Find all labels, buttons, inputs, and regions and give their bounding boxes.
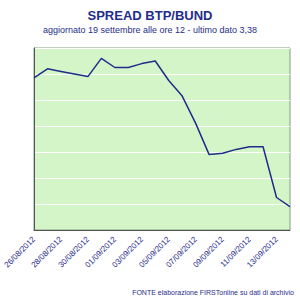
svg-text:11/09/2012: 11/09/2012 <box>218 234 253 269</box>
svg-text:13/09/2012: 13/09/2012 <box>245 234 280 269</box>
svg-text:30/08/2012: 30/08/2012 <box>56 234 92 270</box>
svg-text:FONTE elaborazione FIRSTonline: FONTE elaborazione FIRSTonline su dati d… <box>132 289 294 296</box>
svg-text:01/09/2012: 01/09/2012 <box>83 234 118 270</box>
svg-text:09/09/2012: 09/09/2012 <box>191 234 226 270</box>
svg-text:03/09/2012: 03/09/2012 <box>110 234 145 270</box>
svg-text:aggiornato 19 settembre alle o: aggiornato 19 settembre alle ore 12 - ul… <box>43 25 257 35</box>
svg-text:28/08/2012: 28/08/2012 <box>29 234 65 270</box>
svg-text:05/09/2012: 05/09/2012 <box>137 234 172 270</box>
svg-text:07/09/2012: 07/09/2012 <box>164 234 199 270</box>
svg-text:26/08/2012: 26/08/2012 <box>2 234 38 270</box>
svg-text:SPREAD BTP/BUND: SPREAD BTP/BUND <box>88 8 213 23</box>
